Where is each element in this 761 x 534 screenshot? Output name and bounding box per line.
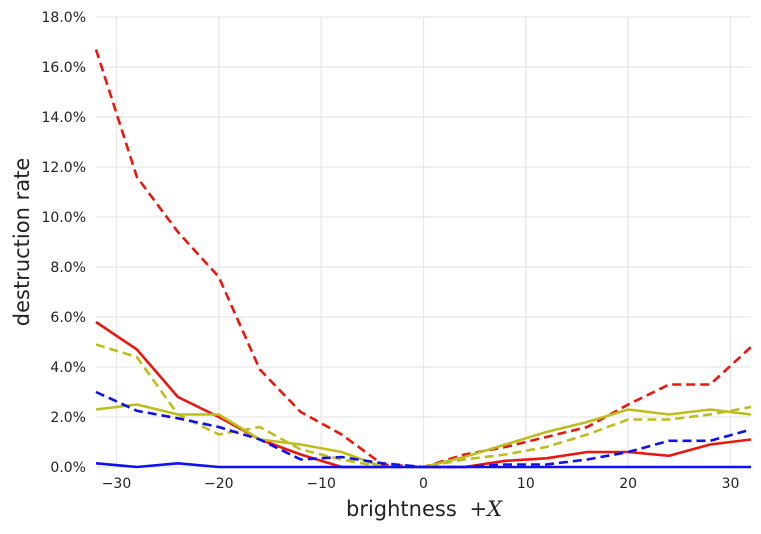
x-tick-label: −30 bbox=[102, 476, 132, 492]
x-tick-label: 10 bbox=[517, 476, 535, 492]
y-tick-label: 18.0% bbox=[42, 10, 86, 26]
y-tick-label: 6.0% bbox=[50, 310, 86, 326]
x-tick-label: −10 bbox=[306, 476, 336, 492]
y-tick-label: 16.0% bbox=[42, 60, 86, 76]
y-tick-label: 0.0% bbox=[50, 460, 86, 476]
x-tick-label: −20 bbox=[204, 476, 234, 492]
y-axis-label: destruction rate bbox=[10, 158, 34, 326]
y-tick-label: 10.0% bbox=[42, 210, 86, 226]
x-tick-label: 0 bbox=[419, 476, 428, 492]
y-tick-label: 2.0% bbox=[50, 410, 86, 426]
y-tick-label: 14.0% bbox=[42, 110, 86, 126]
y-tick-label: 8.0% bbox=[50, 260, 86, 276]
tick-labels: 0.0% 2.0% 4.0% 6.0% 8.0% 10.0% 12.0% 14.0% 16.0%… bbox=[42, 10, 740, 492]
x-axis-label: brightness +X bbox=[346, 497, 503, 521]
series-line-6 bbox=[95, 462, 751, 469]
x-axis-label-var: +X bbox=[469, 497, 503, 521]
y-tick-label: 4.0% bbox=[50, 360, 86, 376]
grid bbox=[96, 16, 751, 468]
x-tick-label: 30 bbox=[722, 476, 740, 492]
series-lines bbox=[94, 49, 752, 469]
x-axis-label-text: brightness bbox=[346, 497, 457, 521]
x-tick-label: 20 bbox=[619, 476, 637, 492]
y-tick-label: 12.0% bbox=[42, 160, 86, 176]
